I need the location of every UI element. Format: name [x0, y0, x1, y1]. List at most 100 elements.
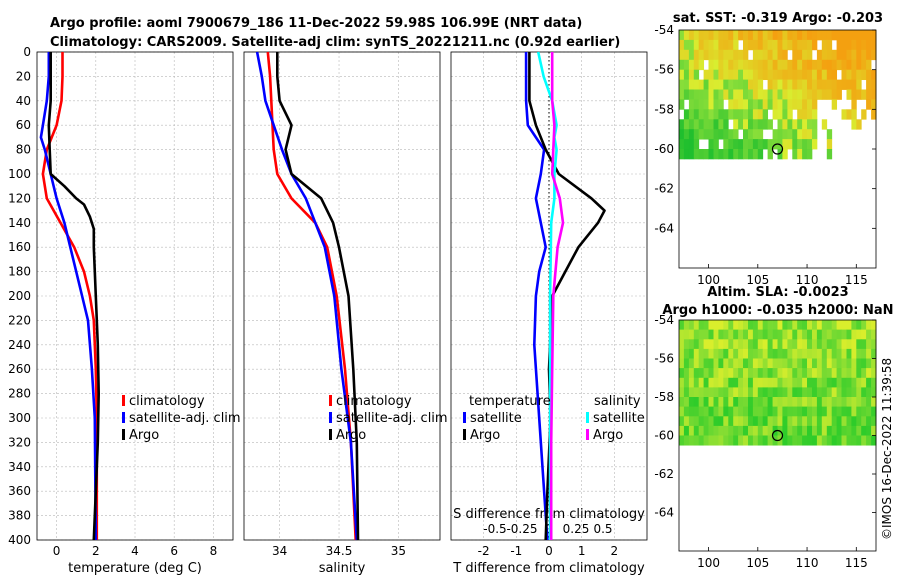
sla-map-cell — [836, 339, 842, 350]
sla-map-cell — [816, 339, 823, 350]
depth-tick-label: 80 — [16, 143, 31, 157]
sst-map-cell — [821, 69, 828, 81]
sst-map-cell — [797, 39, 803, 51]
sst-map-cell — [757, 129, 764, 140]
sst-map-cell — [713, 129, 719, 140]
sla-map-cell — [851, 406, 857, 417]
sla-map-cell — [792, 416, 798, 427]
sla-map-cell — [748, 377, 754, 388]
temperature-series-clim — [41, 52, 99, 540]
sla-map-cell — [767, 348, 773, 359]
sla-map-cell — [861, 348, 867, 359]
sla-map-cell — [723, 435, 729, 446]
sla-map-cell — [856, 387, 862, 398]
sla-map-cell — [871, 387, 877, 398]
sst-map-cell — [812, 99, 818, 110]
sst-map-cell — [871, 30, 877, 41]
sla-map-cell — [816, 348, 823, 359]
sla-map-cell — [683, 320, 690, 331]
sla-map-cell — [792, 435, 798, 446]
sla-map-cell — [748, 339, 754, 350]
sla-map-cell — [831, 348, 838, 359]
sla-map-cell — [713, 416, 719, 427]
sla-map-cell — [748, 406, 754, 417]
sla-map-cell — [782, 435, 788, 446]
sst-map-cell — [826, 39, 833, 51]
sst-map-cell — [752, 99, 759, 110]
sla-map-cell — [821, 416, 828, 427]
sst-map-cell — [792, 30, 798, 41]
sla-map-cell — [728, 406, 734, 417]
sst-map-cell — [733, 119, 739, 130]
sla-map-cell — [866, 348, 872, 359]
sla-map-cell — [802, 406, 808, 417]
sst-map-cell — [752, 49, 759, 61]
sla-map-cell — [846, 425, 852, 436]
sst-map-cell — [743, 89, 749, 100]
legend-label: climatology — [336, 394, 412, 409]
sla-map-cell — [816, 368, 823, 379]
sst-map-cell — [728, 99, 734, 110]
sst-map-cell — [723, 129, 729, 140]
sla-map-cell — [708, 329, 714, 340]
sla-map-cell — [871, 416, 877, 427]
sst-y-tick-label: -56 — [654, 63, 674, 77]
sla-map-cell — [841, 435, 847, 446]
sla-map-cell — [688, 368, 695, 379]
sla-map-cell — [772, 329, 778, 340]
sst-map-cell — [679, 79, 685, 90]
sla-map-cell — [688, 377, 695, 388]
sst-map-cell — [752, 139, 759, 150]
sla-map-cell — [772, 339, 778, 350]
sla-map-cell — [861, 368, 867, 379]
sla-map-cell — [679, 397, 685, 408]
sst-map-cell — [748, 119, 754, 130]
sst-map-cell — [752, 69, 759, 81]
temperature-x-tick-label: 2 — [92, 544, 100, 558]
sst-map-cell — [703, 89, 709, 100]
sla-map-cell — [861, 406, 867, 417]
sla-map-cell — [757, 377, 764, 388]
sla-map-cell — [713, 348, 719, 359]
sst-map-cell — [693, 109, 700, 120]
sla-map-cell — [871, 320, 877, 331]
sst-map-cell — [816, 30, 823, 41]
sla-map-cell — [723, 348, 729, 359]
sla-map-cell — [821, 397, 828, 408]
sst-map-cell — [777, 149, 783, 160]
sla-map-cell — [723, 425, 729, 436]
sla-map-cell — [792, 425, 798, 436]
sst-map-cell — [807, 99, 813, 110]
sla-map-cell — [693, 339, 700, 350]
sst-map-cell — [851, 109, 857, 120]
sla-map-cell — [723, 416, 729, 427]
sla-map-cell — [762, 320, 769, 331]
sla-map-cell — [792, 339, 798, 350]
sla-map-cell — [743, 358, 749, 369]
sst-map-cell — [851, 49, 857, 61]
sst-map-cell — [708, 139, 714, 150]
sst-map-cell — [821, 30, 828, 41]
sst-map-cell — [713, 30, 719, 41]
sla-map-cell — [807, 320, 813, 331]
sst-map-cell — [841, 49, 847, 61]
sla-map-cell — [851, 358, 857, 369]
sst-map-cell — [807, 39, 813, 51]
sla-map-cell — [772, 348, 778, 359]
sla-map-panel: Altim. SLA: -0.0023 Argo h1000: -0.035 h… — [654, 285, 893, 570]
sla-map-cell — [836, 416, 842, 427]
sst-map-cell — [772, 59, 778, 71]
sst-map-cell — [861, 30, 867, 41]
sla-map-cell — [836, 435, 842, 446]
sla-map-cell — [782, 339, 788, 350]
sst-map-cell — [683, 119, 690, 130]
sst-map-cell — [846, 109, 852, 120]
sst-map-cell — [772, 69, 778, 81]
legend-swatch — [463, 429, 466, 440]
sst-map-cell — [703, 30, 709, 41]
sst-map-cell — [792, 149, 798, 160]
sst-map-cell — [777, 129, 783, 140]
sla-map-cell — [777, 329, 783, 340]
sla-map-cell — [743, 425, 749, 436]
sla-map-cell — [836, 387, 842, 398]
